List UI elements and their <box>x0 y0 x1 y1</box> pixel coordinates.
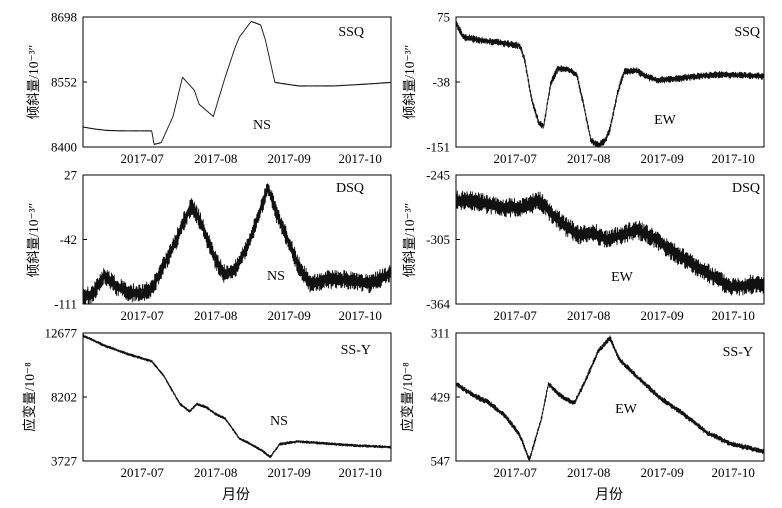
y-tick-label: -245 <box>426 168 450 183</box>
series-layer <box>455 335 765 461</box>
tick-layer: 12677 8202 3727 2017-07 2017-08 2017-09 2017-1… <box>45 326 382 481</box>
x-tick-label: 2017-08 <box>194 308 237 323</box>
panel-ssq-ew: 倾斜量/10⁻³″ SSQ EW 75 -38 -151 2017-07 2017-08… <box>402 10 765 167</box>
x-axis-label-left: 月份 <box>222 487 250 503</box>
series-line <box>455 335 765 461</box>
x-tick-label: 2017-08 <box>567 151 610 166</box>
panel-dsq-ns: 倾斜量/10⁻³″ DSQ NS 27 -42 -111 2017-07 2017-08… <box>26 168 392 324</box>
x-tick-label: 2017-09 <box>640 308 683 323</box>
station-label: SS-Y <box>341 343 371 358</box>
x-tick-label: 2017-09 <box>267 465 310 480</box>
x-tick-label: 2017-09 <box>640 465 683 480</box>
x-tick-label: 2017-09 <box>267 308 310 323</box>
series-layer <box>82 334 392 458</box>
y-axis-label: 应变量/10⁻⁸ <box>399 362 415 432</box>
component-label: NS <box>253 118 271 133</box>
x-tick-label: 2017-08 <box>194 465 237 480</box>
series-layer <box>455 190 765 296</box>
y-tick-label: 8552 <box>51 75 77 90</box>
y-tick-label: 75 <box>437 10 450 25</box>
y-axis-label: 倾斜量/10⁻³″ <box>26 203 41 278</box>
x-tick-label: 2017-10 <box>339 151 382 166</box>
x-axis-label-right: 月份 <box>595 487 623 503</box>
y-tick-label: -42 <box>60 232 77 247</box>
y-axis-label: 倾斜量/10⁻³″ <box>26 45 41 120</box>
x-tick-label: 2017-10 <box>339 308 382 323</box>
panel-ssy-ew: 应变量/10⁻⁸ SS-Y EW 311 429 547 2017-07 2017-08… <box>399 326 765 481</box>
y-tick-label: -111 <box>54 297 77 312</box>
y-axis-label: 应变量/10⁻⁸ <box>21 362 37 432</box>
x-tick-label: 2017-10 <box>712 308 755 323</box>
tick-layer: 311 429 547 2017-07 2017-08 2017-09 2017-10 <box>431 326 755 481</box>
x-tick-label: 2017-10 <box>712 465 755 480</box>
x-tick-label: 2017-08 <box>194 151 237 166</box>
x-tick-label: 2017-07 <box>121 308 165 323</box>
series-layer <box>455 21 765 147</box>
series-line <box>82 20 392 145</box>
y-tick-label: 547 <box>431 454 451 469</box>
tick-layer: 27 -42 -111 2017-07 2017-08 2017-09 2017-10 <box>54 168 382 324</box>
y-tick-label: -151 <box>426 140 450 155</box>
series-line <box>82 334 392 458</box>
component-label: NS <box>270 414 288 429</box>
x-tick-label: 2017-07 <box>494 465 538 480</box>
panel-ssy-ns: 应变量/10⁻⁸ SS-Y NS 12677 8202 3727 2017-07 201… <box>21 326 392 481</box>
x-tick-label: 2017-10 <box>712 151 755 166</box>
x-tick-label: 2017-07 <box>121 151 165 166</box>
y-axis-label: 倾斜量/10⁻³″ <box>402 203 417 278</box>
panel-ssq-ns: 倾斜量/10⁻³″ SSQ NS 8698 8552 8400 2017-07 2017… <box>26 10 392 167</box>
y-tick-label: 3727 <box>51 454 78 469</box>
y-tick-label: 12677 <box>45 326 78 341</box>
series-line <box>455 190 765 296</box>
y-tick-label: 429 <box>431 390 451 405</box>
tick-layer: 75 -38 -151 2017-07 2017-08 2017-09 2017-10 <box>426 10 755 167</box>
y-tick-label: -305 <box>426 232 450 247</box>
component-label: EW <box>615 402 638 417</box>
station-label: SSQ <box>734 25 760 40</box>
x-tick-label: 2017-10 <box>339 465 382 480</box>
y-tick-label: -364 <box>426 297 450 312</box>
station-label: DSQ <box>732 181 760 196</box>
tick-layer: -245 -305 -364 2017-07 2017-08 2017-09 2017-10 <box>426 168 755 324</box>
station-label: SSQ <box>338 25 364 40</box>
series-line <box>82 183 392 304</box>
tick-layer: 8698 8552 8400 2017-07 2017-08 2017-09 2017-10 <box>51 10 382 167</box>
station-label: DSQ <box>336 181 364 196</box>
series-layer <box>82 183 392 304</box>
component-label: NS <box>267 269 285 284</box>
y-axis-label: 倾斜量/10⁻³″ <box>402 45 417 120</box>
y-tick-label: 27 <box>64 168 78 183</box>
x-tick-label: 2017-07 <box>494 308 538 323</box>
x-tick-label: 2017-09 <box>267 151 310 166</box>
plot-frame <box>455 332 765 462</box>
component-label: EW <box>654 113 677 128</box>
x-tick-label: 2017-08 <box>567 308 610 323</box>
station-label: SS-Y <box>723 345 753 360</box>
y-tick-label: 311 <box>431 326 450 341</box>
series-line <box>455 21 765 147</box>
y-tick-label: 8202 <box>51 390 77 405</box>
y-tick-label: -38 <box>433 75 450 90</box>
component-label: EW <box>611 270 634 285</box>
panel-dsq-ew: 倾斜量/10⁻³″ DSQ EW -245 -305 -364 2017-07 2017… <box>402 168 765 324</box>
x-tick-label: 2017-08 <box>567 465 610 480</box>
y-tick-label: 8400 <box>51 140 77 155</box>
series-layer <box>82 20 392 145</box>
x-tick-label: 2017-07 <box>121 465 165 480</box>
y-tick-label: 8698 <box>51 10 77 25</box>
x-tick-label: 2017-07 <box>494 151 538 166</box>
x-tick-label: 2017-09 <box>640 151 683 166</box>
